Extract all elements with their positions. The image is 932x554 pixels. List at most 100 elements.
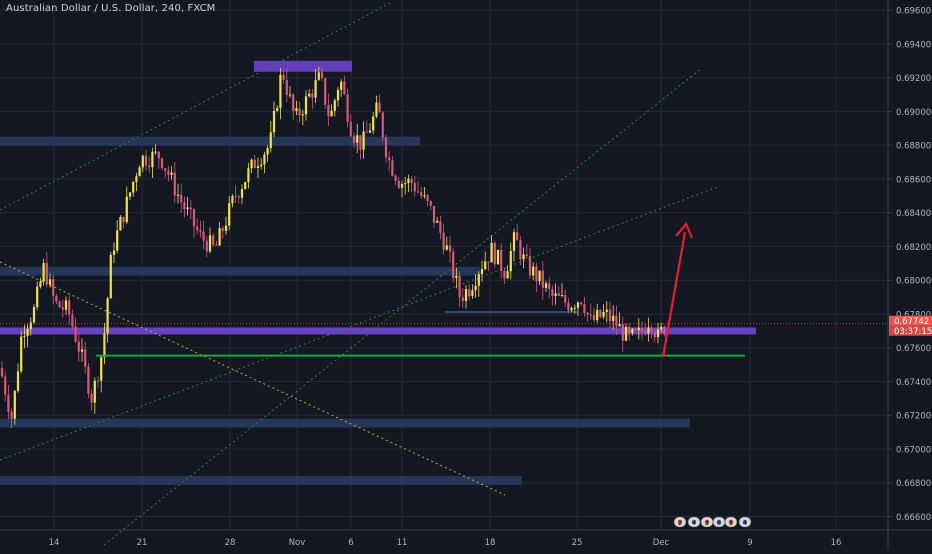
price-tick-label: 0.69200 [896, 74, 931, 84]
candle-body [164, 168, 167, 171]
candle-body [628, 326, 631, 333]
candle-body [612, 315, 615, 322]
candles [0, 67, 666, 428]
candle-body [276, 107, 279, 111]
candle-body [192, 209, 196, 227]
candle-body [285, 79, 288, 95]
candle-body [362, 131, 365, 150]
support-resistance-zone[interactable] [0, 136, 420, 146]
candle-body [135, 176, 138, 182]
candle-body [496, 249, 500, 265]
candle-body [167, 170, 170, 175]
candle-body [141, 155, 144, 168]
candle-body [157, 151, 160, 159]
candle-body [208, 235, 212, 252]
candle-body [442, 232, 445, 250]
channel-line-lower[interactable] [0, 185, 721, 461]
candle-body [647, 327, 650, 334]
candle-body [93, 380, 96, 403]
price-scale[interactable]: 0.69600 0.69400 0.69200 0.69000 0.68800 0.686… [887, 0, 932, 550]
candle-body [282, 74, 285, 80]
candle-body [64, 300, 68, 310]
candle-body [240, 189, 244, 198]
candle-body [311, 93, 314, 98]
candle-body [452, 251, 455, 279]
candle-body [116, 230, 119, 251]
candle-body [656, 329, 660, 338]
candle-body [541, 270, 544, 288]
candle-body [407, 178, 410, 184]
candle-body [244, 182, 247, 190]
candle-body [32, 307, 36, 323]
candle-body [637, 327, 640, 330]
candle-body [346, 94, 349, 122]
candle-body [624, 326, 628, 341]
time-tick-label: 18 [485, 538, 496, 548]
candle-body [234, 196, 237, 198]
candle-body [400, 184, 404, 188]
purple-support-zone[interactable] [0, 327, 756, 335]
candle-body [503, 270, 506, 279]
candle-body [487, 261, 490, 263]
time-tick-label: 21 [137, 538, 148, 548]
candle-body [429, 201, 432, 206]
event-badge-dot [742, 519, 748, 525]
candle-body [432, 205, 436, 223]
price-tick-label: 0.69600 [896, 7, 931, 17]
candle-body [106, 298, 109, 334]
time-tick-label: 11 [397, 538, 408, 548]
chart-title: Australian Dollar / U.S. Dollar, 240, FX… [6, 3, 216, 14]
candle-body [650, 327, 653, 332]
trend-channels[interactable] [0, 1, 721, 546]
overlays[interactable] [0, 221, 888, 358]
support-resistance-zone[interactable] [0, 418, 690, 428]
time-tick-label: 25 [572, 538, 583, 548]
candle-body [61, 307, 64, 310]
candle-body [39, 281, 42, 287]
candle-body [634, 328, 637, 330]
purple-top-zone[interactable] [254, 60, 352, 72]
candle-body [74, 326, 77, 342]
candle-body [173, 172, 176, 196]
event-badge-number: 6 [717, 519, 721, 527]
candle-body [404, 183, 407, 185]
candle-body [298, 108, 301, 116]
candle-body [525, 254, 528, 256]
projection-arrow-line[interactable] [661, 231, 687, 358]
candle-body [80, 349, 84, 352]
candle-body [20, 336, 23, 372]
candle-body [493, 242, 496, 265]
candle-body [576, 302, 580, 308]
event-badge-number: 4 [692, 519, 696, 527]
candle-body [388, 157, 391, 161]
channel-line-upper[interactable] [0, 1, 393, 211]
support-resistance-zone[interactable] [0, 266, 480, 276]
projection-arrow-head[interactable] [675, 221, 694, 239]
candle-body [586, 312, 589, 315]
candle-body [471, 290, 474, 297]
candle-body [279, 74, 282, 108]
event-badge-dot [704, 519, 710, 525]
candle-body [631, 328, 634, 333]
candle-body [468, 289, 471, 297]
price-tick-label: 0.67200 [896, 412, 931, 422]
candle-body [365, 131, 368, 133]
time-scale[interactable]: 14 21 28 Nov 6 11 18 25 Dec 9 16 [0, 529, 932, 548]
candle-body [512, 232, 516, 251]
candle-body [128, 192, 132, 197]
candle-body [570, 308, 573, 311]
candle-body [160, 158, 164, 169]
candle-body [26, 329, 29, 336]
candle-body [381, 112, 384, 138]
horizontal-zones[interactable] [0, 60, 756, 485]
candle-body [592, 315, 596, 321]
candle-body [314, 79, 317, 98]
candle-body [87, 366, 90, 394]
candle-body [359, 135, 362, 150]
candle-body [263, 154, 266, 165]
candle-body [7, 395, 10, 412]
support-resistance-zone[interactable] [0, 475, 522, 485]
